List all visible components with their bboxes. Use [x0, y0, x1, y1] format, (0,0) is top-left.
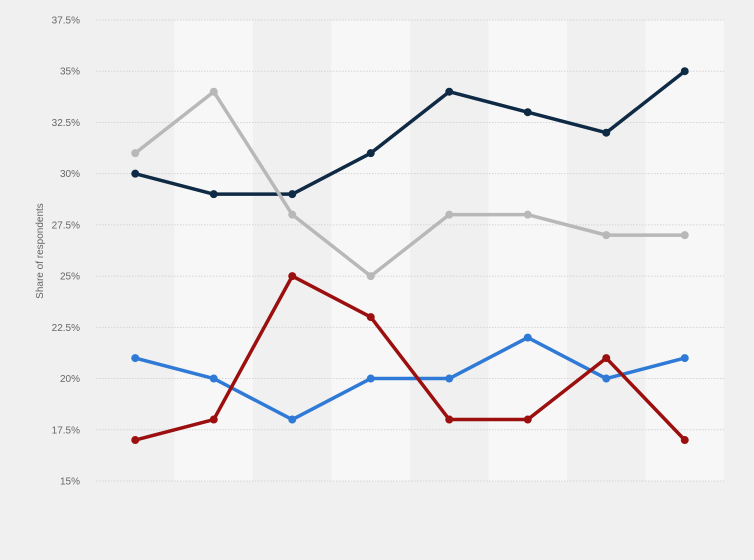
data-point-series-4[interactable] [366, 313, 375, 322]
y-tick-label: 30% [60, 169, 80, 180]
column-band [567, 20, 646, 481]
y-axis-title: Share of respondents [35, 203, 46, 299]
series-line-1 [133, 69, 687, 196]
data-point-series-1[interactable] [131, 169, 140, 178]
data-point-series-3[interactable] [445, 374, 454, 383]
column-band [488, 20, 567, 481]
data-point-series-4[interactable] [602, 354, 611, 363]
series-points [131, 67, 689, 445]
data-point-series-4[interactable] [209, 415, 218, 424]
data-point-series-4[interactable] [131, 436, 140, 445]
data-point-series-2[interactable] [680, 231, 689, 240]
data-point-series-4[interactable] [288, 272, 297, 281]
column-band [174, 20, 253, 481]
data-point-series-1[interactable] [209, 190, 218, 199]
column-band [96, 20, 175, 481]
series-lines [133, 69, 687, 442]
data-point-series-2[interactable] [523, 210, 532, 219]
column-bands [96, 20, 724, 481]
data-point-series-4[interactable] [523, 415, 532, 424]
data-point-series-2[interactable] [209, 87, 218, 96]
data-point-series-2[interactable] [445, 210, 454, 219]
data-point-series-3[interactable] [131, 354, 140, 363]
data-point-series-3[interactable] [602, 374, 611, 383]
y-tick-labels: 15% 17.5% 20% 22.5% 25% 27.5% 30% 32.5% 35% 37.5% [52, 16, 80, 488]
series-line-4 [133, 274, 687, 442]
data-point-series-2[interactable] [131, 149, 140, 158]
data-point-series-1[interactable] [680, 67, 689, 76]
y-tick-label: 32.5% [52, 118, 80, 129]
data-point-series-1[interactable] [523, 108, 532, 117]
data-point-series-2[interactable] [366, 272, 375, 281]
data-point-series-1[interactable] [288, 190, 297, 199]
y-tick-label: 37.5% [52, 16, 80, 27]
y-tick-label: 15% [60, 477, 80, 488]
column-band [331, 20, 410, 481]
data-point-series-3[interactable] [366, 374, 375, 383]
y-tick-label: 22.5% [52, 323, 80, 334]
y-tick-label: 27.5% [52, 220, 80, 231]
data-point-series-1[interactable] [445, 87, 454, 96]
data-point-series-2[interactable] [602, 231, 611, 240]
data-point-series-2[interactable] [288, 210, 297, 219]
y-tick-label: 35% [60, 67, 80, 78]
data-point-series-3[interactable] [209, 374, 218, 383]
data-point-series-1[interactable] [602, 128, 611, 137]
data-point-series-3[interactable] [288, 415, 297, 424]
series-line-3 [133, 335, 687, 422]
data-point-series-3[interactable] [680, 354, 689, 363]
column-band [253, 20, 332, 481]
column-band [645, 20, 724, 481]
series-line-2 [133, 89, 687, 278]
data-point-series-4[interactable] [445, 415, 454, 424]
y-tick-label: 20% [60, 374, 80, 385]
data-point-series-3[interactable] [523, 333, 532, 342]
y-tick-label: 25% [60, 272, 80, 283]
data-point-series-4[interactable] [680, 436, 689, 445]
data-point-series-1[interactable] [366, 149, 375, 158]
y-tick-label: 17.5% [52, 425, 80, 436]
